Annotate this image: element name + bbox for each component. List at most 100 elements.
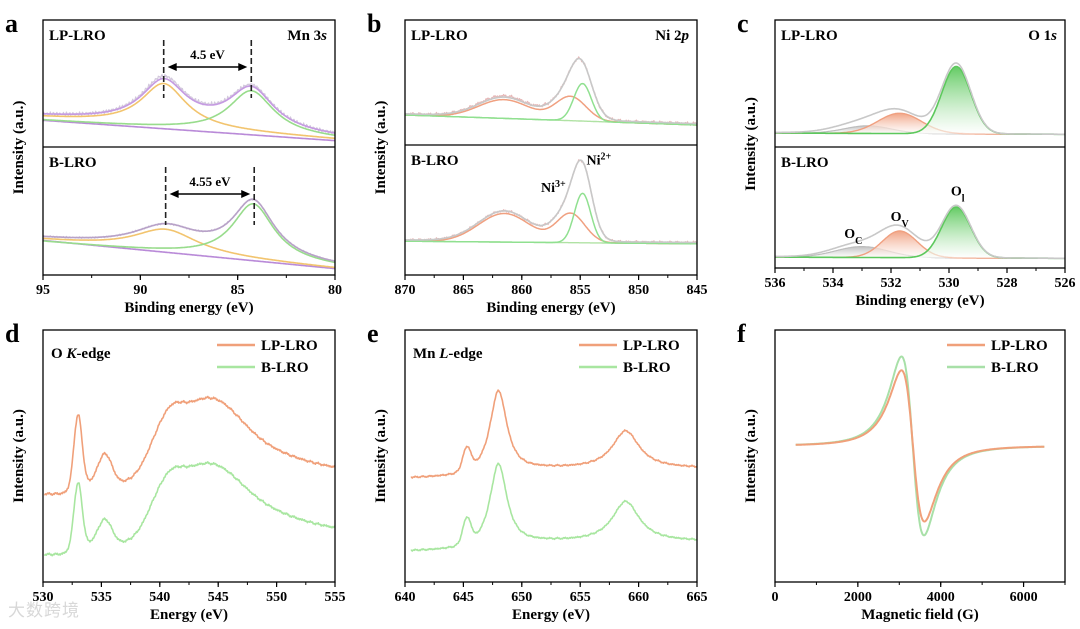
x-tick-label: 550 (266, 590, 287, 605)
y-axis-label: Intensity (a.u.) (373, 101, 389, 195)
x-tick-label: 640 (395, 590, 416, 605)
text-part: Mn (413, 346, 439, 362)
series-envelope (405, 159, 697, 244)
panel-e: e Mn L-edge LP-LRO B-LRO 640 645 650 655 660 665 E… (367, 319, 708, 623)
curves (795, 355, 1045, 537)
x-tick-label: 545 (208, 590, 229, 605)
x-tick-label: 535 (91, 590, 112, 605)
curves (43, 198, 335, 270)
x-tick-label: 530 (33, 590, 54, 605)
curves (775, 204, 1065, 260)
text-part: 3+ (555, 178, 566, 189)
x-tick-label: 855 (570, 283, 591, 298)
series-ni2 (405, 192, 697, 245)
x-tick-label: 650 (511, 590, 532, 605)
series-LP-LRO (410, 389, 697, 479)
sample-label: B-LRO (781, 155, 829, 171)
sample-label: B-LRO (411, 153, 459, 169)
panel-label: c (737, 9, 749, 38)
peak-label: OV (891, 210, 910, 230)
text-part: K (65, 346, 77, 362)
series-raw (405, 159, 697, 245)
series-fit (43, 198, 335, 262)
legend-entry: LP-LRO (623, 338, 680, 354)
series-B-LRO (410, 462, 697, 552)
y-axis-label: Intensity (a.u.) (11, 101, 27, 195)
x-tick-label: 870 (395, 283, 416, 298)
panel-f: f LP-LRO B-LRO 0 2000 4000 6000 Magnetic field … (737, 319, 1066, 623)
curves (405, 56, 697, 126)
x-axis-label: Magnetic field (G) (861, 607, 978, 623)
legend-entry: LP-LRO (991, 338, 1048, 354)
x-tick-label: 845 (687, 283, 708, 298)
element-label: Ni 2p (655, 28, 689, 44)
arrow-head-right-icon (241, 190, 251, 198)
series-satellite-and-ni3 (405, 212, 697, 245)
sample-label: LP-LRO (49, 28, 106, 44)
curves (410, 389, 697, 552)
panel-label: d (5, 319, 20, 348)
text-part: O (951, 184, 962, 199)
x-tick-label: 2000 (844, 590, 872, 605)
subplot-main: Mn L-edge LP-LRO B-LRO (410, 338, 697, 552)
series-ni2 (405, 82, 697, 126)
x-tick-label: 665 (687, 590, 708, 605)
series-background (43, 119, 335, 142)
series-envelope (775, 204, 1065, 260)
legend-entry: B-LRO (623, 360, 671, 376)
subplot-B-LRO: B-LRO 4.55 eV (43, 155, 335, 270)
x-axis-label: Binding energy (eV) (486, 300, 615, 316)
series-envelope (405, 57, 697, 125)
y-axis-label: Intensity (a.u.) (373, 409, 389, 503)
text-part: V (902, 218, 910, 229)
series-peak-2 (43, 89, 335, 136)
panel-a: a LP-LRO Mn 3s 4.5 eV B-LRO 4.55 eV 95 90 85 80 Bi… (5, 9, 342, 316)
text-part: Ni (541, 181, 555, 196)
subplot-main: LP-LRO B-LRO (795, 338, 1048, 537)
arrow-head-left-icon (169, 190, 179, 198)
panel-label: a (5, 9, 18, 38)
text-part: p (680, 28, 690, 44)
text-part: -edge (448, 346, 482, 362)
x-tick-label: 865 (453, 283, 474, 298)
text-part: s (320, 28, 327, 44)
text-part: O 1 (1028, 28, 1051, 44)
splitting-value: 4.5 eV (190, 47, 225, 62)
subplot-LP-LRO: LP-LRO O 1s (775, 28, 1065, 136)
peak-label: Ol (951, 184, 965, 204)
y-axis-label: Intensity (a.u.) (743, 409, 759, 503)
text-part: -edge (76, 346, 110, 362)
x-axis-label: Energy (eV) (150, 607, 228, 623)
subplot-LP-LRO: LP-LRO Ni 2p (405, 28, 697, 126)
x-tick-label: 95 (36, 283, 50, 298)
x-tick-label: 860 (511, 283, 532, 298)
text-part: s (1050, 28, 1057, 44)
element-label: O 1s (1028, 28, 1057, 44)
subplot-LP-LRO: LP-LRO Mn 3s 4.5 eV (43, 28, 335, 142)
legend-entry: LP-LRO (261, 338, 318, 354)
x-tick-label: 6000 (1010, 590, 1038, 605)
sample-label: LP-LRO (411, 28, 468, 44)
arrow-head-left-icon (167, 63, 177, 71)
x-tick-label: 555 (325, 590, 346, 605)
series-LP-LRO (795, 369, 1045, 523)
text-part: Ni 2 (655, 28, 681, 44)
panel-d: d O K-edge LP-LRO B-LRO 530 535 540 545 550 555 En… (5, 319, 346, 623)
text-part: Ni (587, 154, 601, 169)
x-tick-label: 532 (881, 276, 902, 291)
series-LP-LRO (44, 395, 335, 496)
series-raw (43, 198, 335, 263)
x-tick-label: 655 (570, 590, 591, 605)
series-peak-2 (43, 203, 335, 264)
panel-label: e (367, 319, 379, 348)
series-peak-1 (43, 82, 335, 140)
watermark: 大数跨境 (8, 601, 80, 621)
plot-frame (774, 329, 1066, 583)
element-label: Mn 3s (287, 28, 327, 44)
text-part: O (891, 210, 902, 225)
text-part: L (438, 346, 448, 362)
text-part: O (844, 227, 855, 242)
area-oc-component (775, 246, 1065, 259)
